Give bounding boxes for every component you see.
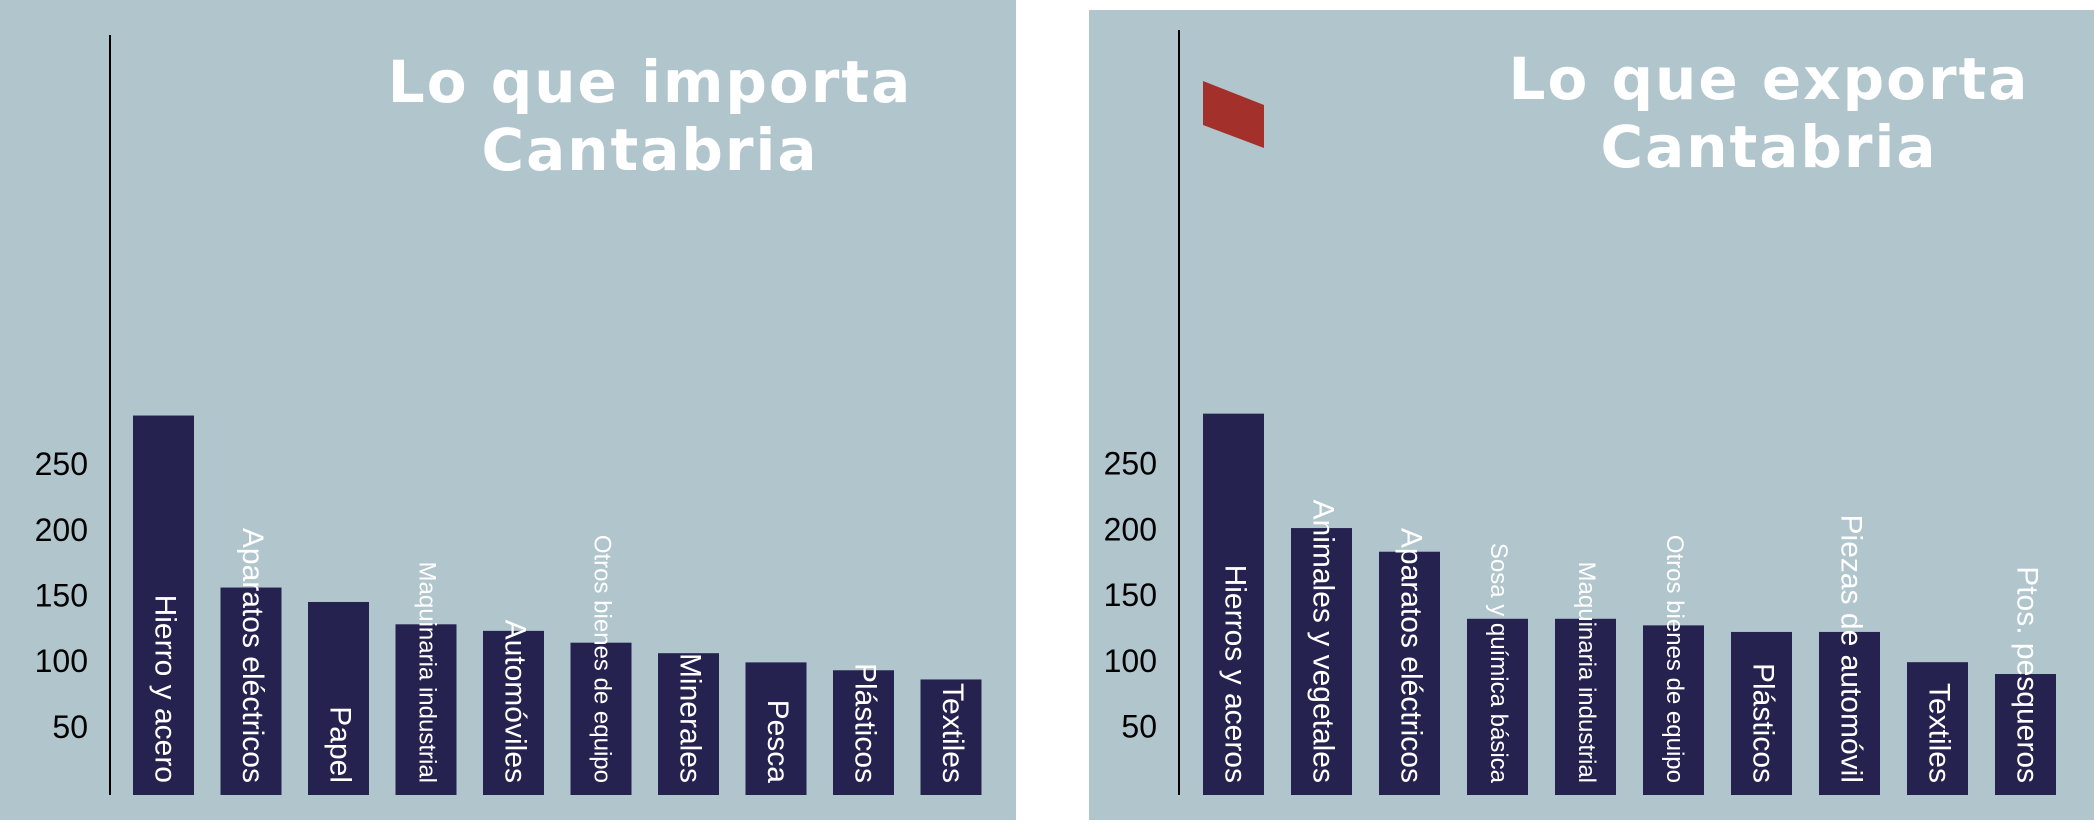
import-y-tick-label: 250 xyxy=(35,446,88,482)
import-bar xyxy=(745,662,807,795)
import-y-tick-label: 200 xyxy=(35,512,88,548)
export-bar xyxy=(1203,413,1264,795)
import-y-tick-label: 150 xyxy=(35,578,88,614)
export-bar xyxy=(1379,551,1440,795)
export-bar-label: Aparatos eléctricos xyxy=(1395,528,1428,783)
import-y-tick-label: 100 xyxy=(35,643,88,679)
import-chart: 50 100 150 200 250 Hierro y acero Aparatos elé… xyxy=(35,35,982,795)
import-bar-label: Otros bienes de equipo xyxy=(589,535,616,783)
import-bar-label: Plásticos xyxy=(849,663,882,783)
import-bar xyxy=(308,601,369,795)
import-bar xyxy=(395,624,457,795)
export-y-tick-label: 100 xyxy=(1104,643,1157,679)
export-bar xyxy=(1643,625,1704,795)
export-bar xyxy=(1291,528,1352,795)
export-y-tick-label: 200 xyxy=(1104,511,1157,547)
import-bar-label: Aparatos eléctricos xyxy=(236,528,269,783)
import-chart-title-line2: Cantabria xyxy=(481,116,819,184)
import-bar-label: Automóviles xyxy=(499,620,532,783)
import-bar-label: Textiles xyxy=(936,683,969,783)
export-bar-label: Hierros y aceros xyxy=(1219,565,1252,783)
export-bar-highlight-band xyxy=(1203,81,1264,148)
import-chart-title-line1: Lo que importa xyxy=(387,48,913,116)
export-y-tick-label: 50 xyxy=(1121,709,1157,745)
import-chart-panel: 50 100 150 200 250 Hierro y acero Aparatos elé… xyxy=(0,0,1016,820)
import-bar-label: Hierro y acero xyxy=(149,595,182,783)
export-bar xyxy=(1731,631,1792,795)
export-bar-label: Textiles xyxy=(1923,683,1956,783)
export-bar-label: Ptos. pesqueros xyxy=(2011,566,2044,783)
import-bar-label: Pesca xyxy=(761,700,794,784)
export-bar-label: Otros bienes de equipo xyxy=(1661,535,1688,783)
import-bar xyxy=(570,642,632,795)
export-bar-label: Animales y vegetales xyxy=(1307,500,1340,783)
export-y-tick-label: 150 xyxy=(1104,577,1157,613)
export-chart-title: Lo que exporta Cantabria xyxy=(1469,45,2069,181)
import-y-tick-label: 50 xyxy=(52,709,88,745)
export-bar xyxy=(1555,618,1616,795)
export-bar xyxy=(1995,674,2056,795)
export-bar-label: Piezas de automóvil xyxy=(1835,515,1868,783)
export-chart: 50 100 150 200 250 Hierros y aceros Animales y… xyxy=(1104,30,2056,795)
export-chart-title-line2: Cantabria xyxy=(1600,113,1938,181)
import-bar xyxy=(133,415,194,795)
import-bar xyxy=(833,670,894,795)
export-bar xyxy=(1907,662,1968,795)
export-y-tick-label: 250 xyxy=(1104,446,1157,482)
export-bar xyxy=(1819,631,1880,795)
export-bar-label: Plásticos xyxy=(1747,663,1780,783)
export-chart-title-line1: Lo que exporta xyxy=(1508,45,2030,113)
import-bar xyxy=(220,587,282,795)
import-bar xyxy=(658,653,719,795)
export-chart-panel: 50 100 150 200 250 Hierros y aceros Animales y… xyxy=(1089,10,2094,820)
export-bar-label: Maquinaria industrial xyxy=(1573,562,1600,783)
import-bar xyxy=(483,630,544,795)
import-chart-title: Lo que importa Cantabria xyxy=(340,48,960,184)
import-bar-label: Minerales xyxy=(674,653,707,783)
export-bar-label: Sosa y química básica xyxy=(1485,543,1512,784)
import-bar-label: Maquinaria industrial xyxy=(414,562,441,783)
import-bar xyxy=(920,679,982,795)
import-bar-label: Papel xyxy=(324,706,357,783)
export-bar xyxy=(1467,618,1528,795)
